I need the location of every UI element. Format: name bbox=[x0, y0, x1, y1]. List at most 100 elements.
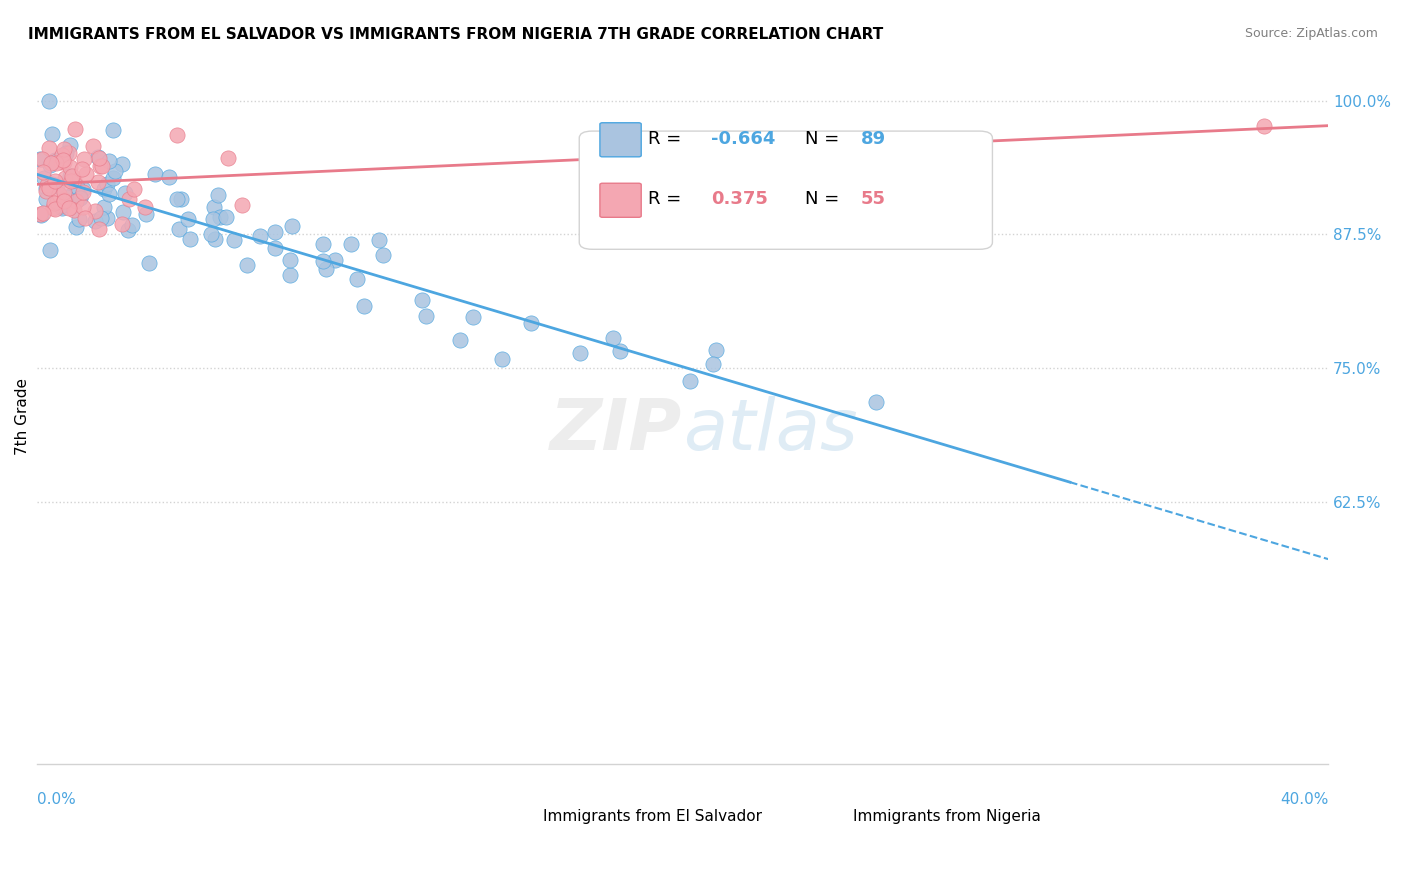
FancyBboxPatch shape bbox=[803, 802, 844, 831]
Point bbox=[73, 152, 96, 166]
Point bbox=[111, 217, 134, 231]
Point bbox=[519, 316, 541, 330]
Point bbox=[609, 344, 631, 359]
Point bbox=[69, 189, 91, 203]
Point bbox=[58, 201, 80, 215]
Point bbox=[82, 139, 104, 153]
Point bbox=[157, 170, 180, 185]
Point bbox=[51, 147, 73, 161]
Point bbox=[59, 161, 82, 175]
Point bbox=[38, 94, 60, 108]
Text: IMMIGRANTS FROM EL SALVADOR VS IMMIGRANTS FROM NIGERIA 7TH GRADE CORRELATION CHA: IMMIGRANTS FROM EL SALVADOR VS IMMIGRANT… bbox=[28, 27, 883, 42]
Point bbox=[209, 210, 232, 224]
Point bbox=[90, 159, 112, 173]
Point bbox=[65, 194, 87, 209]
Point bbox=[353, 299, 375, 313]
Point bbox=[62, 187, 84, 202]
FancyBboxPatch shape bbox=[492, 802, 534, 831]
Point bbox=[89, 159, 111, 173]
Point bbox=[204, 232, 226, 246]
Point bbox=[62, 202, 84, 217]
Text: Source: ZipAtlas.com: Source: ZipAtlas.com bbox=[1244, 27, 1378, 40]
Point bbox=[311, 237, 333, 252]
Point bbox=[170, 192, 193, 206]
Point bbox=[135, 207, 157, 221]
Point bbox=[111, 157, 134, 171]
Point bbox=[39, 156, 62, 170]
Point bbox=[202, 212, 225, 227]
Point bbox=[44, 202, 66, 216]
Point bbox=[101, 123, 124, 137]
Point bbox=[32, 171, 55, 186]
Point bbox=[52, 153, 75, 167]
Point bbox=[249, 229, 271, 244]
FancyBboxPatch shape bbox=[579, 131, 993, 249]
Point bbox=[35, 178, 58, 192]
Point bbox=[491, 351, 513, 366]
Point bbox=[89, 151, 111, 165]
Point bbox=[32, 206, 55, 220]
Point bbox=[93, 200, 115, 214]
Point bbox=[569, 346, 592, 360]
Point bbox=[59, 174, 82, 188]
Point bbox=[1253, 119, 1275, 133]
Point bbox=[87, 221, 110, 235]
Point bbox=[111, 204, 134, 219]
Point bbox=[42, 201, 65, 215]
Point bbox=[83, 204, 105, 219]
Point bbox=[52, 155, 75, 169]
Point bbox=[101, 170, 124, 185]
Point bbox=[44, 174, 66, 188]
Point bbox=[30, 152, 52, 166]
Point bbox=[45, 178, 67, 193]
Point bbox=[702, 358, 724, 372]
Point bbox=[35, 184, 58, 198]
Point bbox=[166, 128, 188, 142]
Point bbox=[52, 194, 75, 208]
Point bbox=[263, 225, 285, 239]
Point bbox=[53, 193, 76, 207]
Point bbox=[865, 395, 887, 409]
Point bbox=[340, 237, 363, 252]
Point bbox=[35, 192, 58, 206]
Text: N =: N = bbox=[806, 190, 839, 208]
Point bbox=[48, 186, 70, 201]
Point bbox=[46, 194, 69, 209]
Point bbox=[217, 151, 239, 165]
Point bbox=[346, 271, 368, 285]
Point bbox=[96, 178, 118, 192]
Point bbox=[202, 200, 225, 214]
Point bbox=[75, 211, 97, 226]
FancyBboxPatch shape bbox=[600, 183, 641, 218]
Point bbox=[52, 185, 75, 199]
Point bbox=[38, 158, 60, 172]
Text: 55: 55 bbox=[860, 190, 886, 208]
Point bbox=[138, 256, 160, 270]
Point bbox=[96, 211, 118, 225]
Point bbox=[215, 210, 238, 224]
Text: atlas: atlas bbox=[682, 395, 858, 465]
Point bbox=[75, 167, 97, 181]
Text: 0.0%: 0.0% bbox=[37, 791, 76, 806]
Point bbox=[679, 374, 702, 388]
Point bbox=[312, 253, 335, 268]
Point bbox=[84, 214, 107, 228]
Point bbox=[41, 178, 63, 192]
Point bbox=[49, 199, 72, 213]
Point bbox=[72, 185, 94, 199]
Point bbox=[70, 161, 93, 176]
Point bbox=[602, 331, 624, 345]
Point bbox=[278, 268, 301, 283]
Point bbox=[367, 233, 389, 247]
Point bbox=[166, 192, 188, 206]
Y-axis label: 7th Grade: 7th Grade bbox=[15, 377, 30, 455]
Point bbox=[38, 181, 60, 195]
Text: 40.0%: 40.0% bbox=[1279, 791, 1329, 806]
Point bbox=[58, 145, 80, 160]
Point bbox=[59, 169, 82, 184]
Point bbox=[72, 182, 94, 196]
Point bbox=[72, 200, 94, 214]
Point bbox=[134, 200, 156, 214]
Point bbox=[200, 227, 222, 242]
Point bbox=[117, 193, 139, 207]
